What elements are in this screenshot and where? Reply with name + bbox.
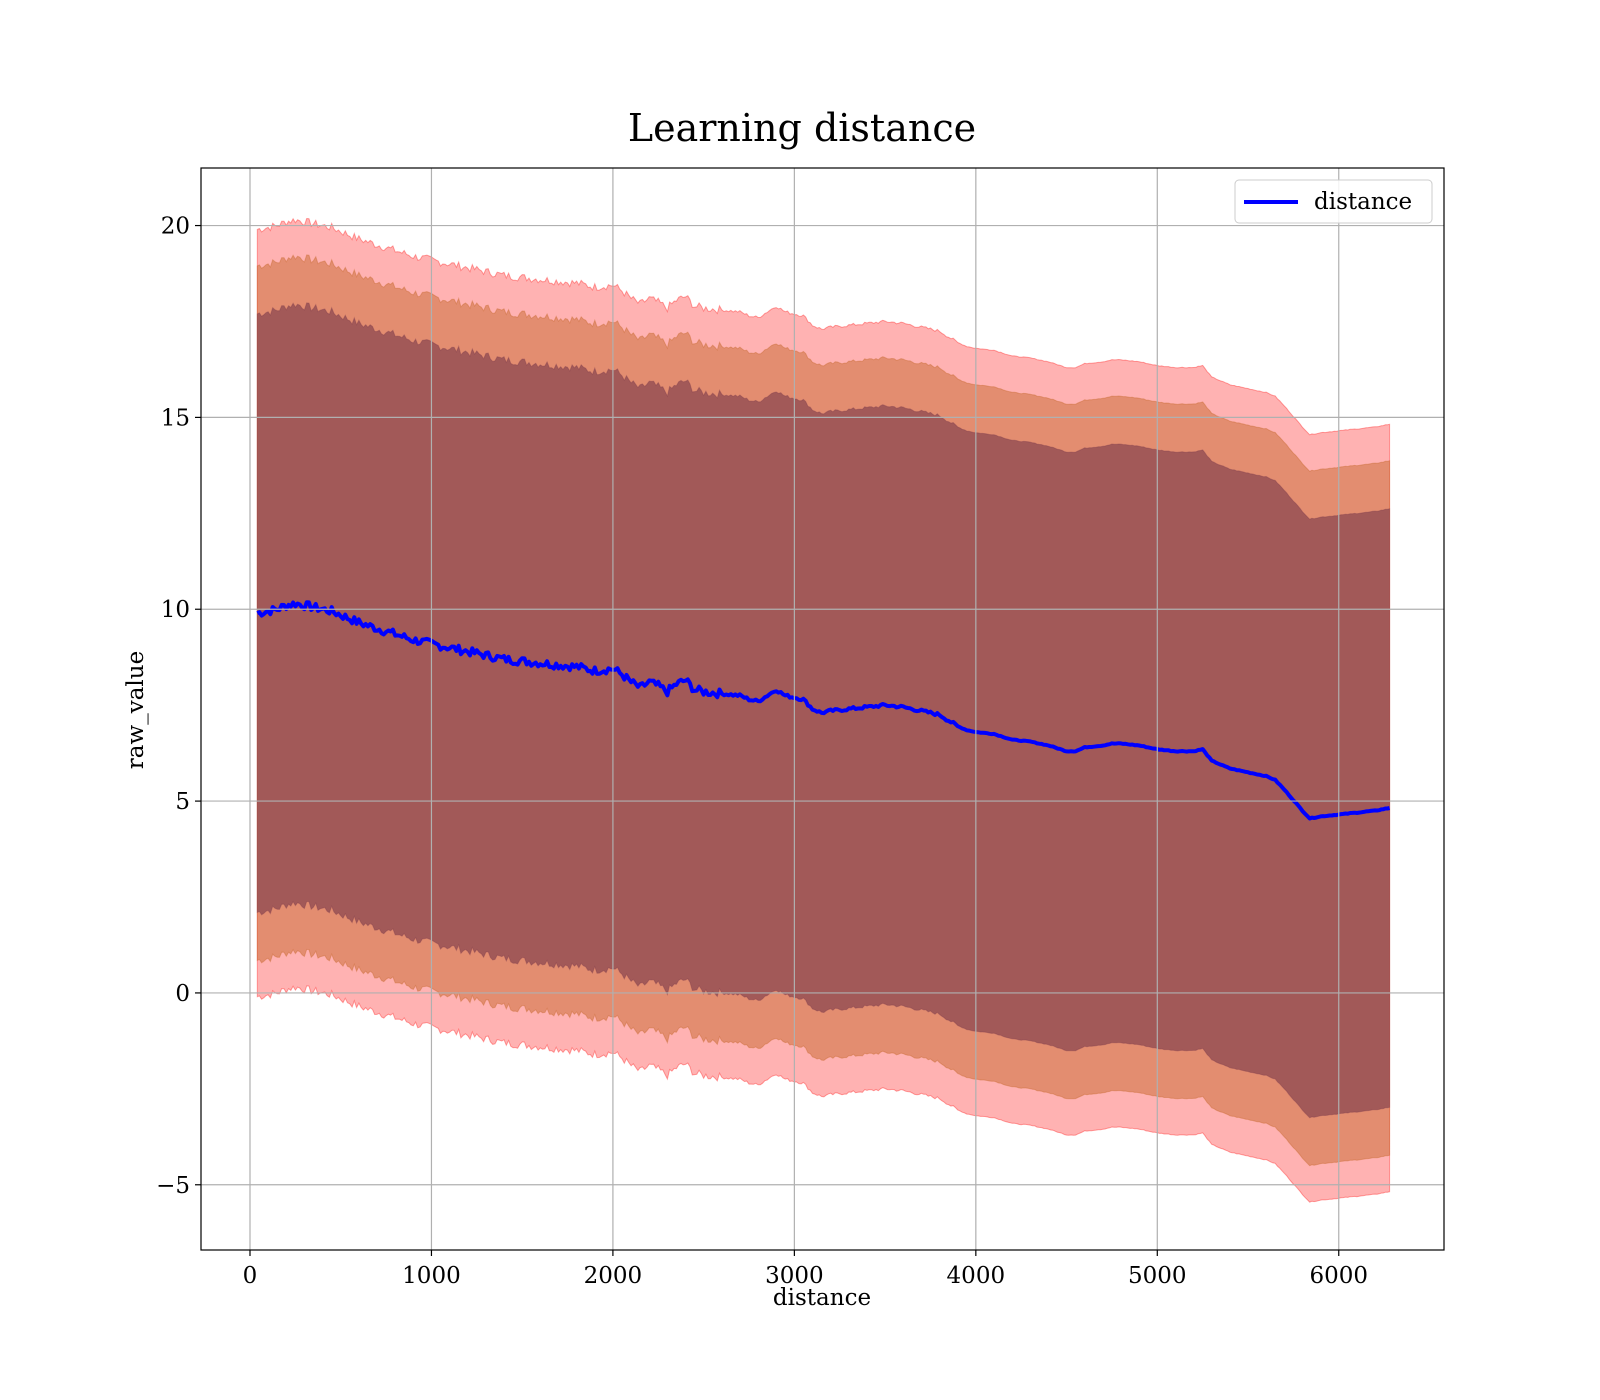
band-inner — [256, 302, 1391, 1119]
grid — [201, 168, 1444, 1250]
x-tick-label: 0 — [243, 1263, 258, 1289]
x-tick-label: 6000 — [1309, 1263, 1368, 1289]
x-axis-ticks: 0 1000 2000 3000 4000 5000 6000 — [243, 1250, 1368, 1289]
legend: distance — [1234, 179, 1433, 224]
y-tick-label: −5 — [156, 1173, 190, 1199]
plot-frame — [200, 167, 1445, 1251]
y-axis-label: raw_value — [123, 651, 149, 769]
x-tick-label: 3000 — [765, 1263, 824, 1289]
plot-area — [256, 217, 1391, 1203]
y-tick-label: 20 — [161, 214, 190, 240]
y-tick-label: 10 — [161, 597, 190, 623]
legend-box — [1234, 179, 1433, 224]
y-tick-label: 15 — [161, 405, 190, 431]
chart-title: Learning distance — [628, 106, 976, 150]
y-axis-ticks: −5 0 5 10 15 20 — [156, 214, 201, 1199]
x-tick-label: 4000 — [947, 1263, 1006, 1289]
legend-label-distance: distance — [1314, 189, 1412, 215]
y-tick-label: 0 — [175, 981, 190, 1007]
x-tick-label: 1000 — [402, 1263, 461, 1289]
x-tick-label: 5000 — [1128, 1263, 1187, 1289]
series-line-distance — [256, 600, 1391, 821]
x-tick-label: 2000 — [584, 1263, 643, 1289]
y-tick-label: 5 — [175, 789, 190, 815]
x-axis-label: distance — [773, 1285, 871, 1311]
